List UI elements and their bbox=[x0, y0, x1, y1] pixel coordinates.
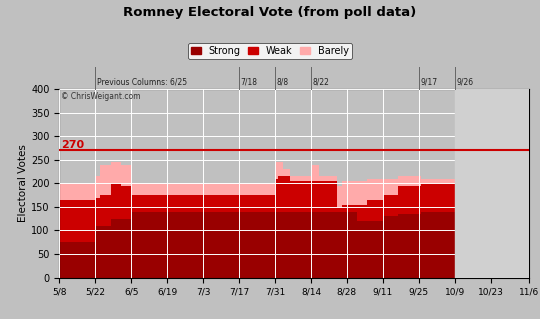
Text: © ChrisWeigant.com: © ChrisWeigant.com bbox=[60, 92, 140, 101]
Text: 8/8: 8/8 bbox=[276, 78, 288, 86]
Legend: Strong, Weak, Barely: Strong, Weak, Barely bbox=[188, 43, 352, 59]
Bar bbox=[455, 89, 529, 278]
Y-axis label: Electoral Votes: Electoral Votes bbox=[18, 145, 28, 222]
Text: 8/22: 8/22 bbox=[312, 78, 329, 86]
Text: Romney Electoral Vote (from poll data): Romney Electoral Vote (from poll data) bbox=[123, 6, 417, 19]
Text: 9/26: 9/26 bbox=[456, 78, 473, 86]
Text: 7/18: 7/18 bbox=[240, 78, 258, 86]
Text: 270: 270 bbox=[60, 140, 84, 150]
Text: Previous Columns: 6/25: Previous Columns: 6/25 bbox=[97, 78, 187, 86]
Text: 9/17: 9/17 bbox=[420, 78, 437, 86]
